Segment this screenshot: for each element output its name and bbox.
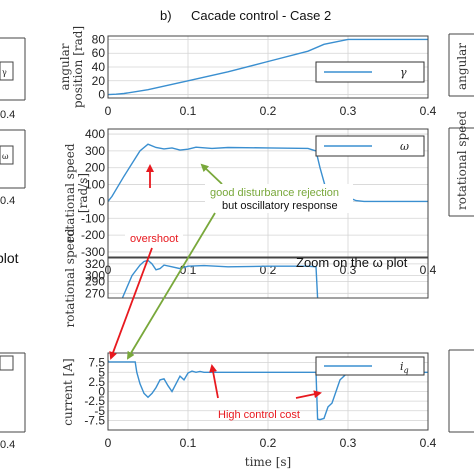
legend-label: ω (400, 140, 409, 153)
current-axes-frame (107, 352, 429, 431)
x-tick-label: 0.4 (420, 104, 437, 118)
left-panel-legend-fragment: γ (2, 68, 7, 77)
overshoot-label-box (125, 230, 183, 245)
disturbance-sublabel: but oscillatory response (222, 200, 338, 212)
angular-legend: γ (315, 61, 425, 83)
omega-y-axis-label: rotational speed[rad/s] (63, 143, 90, 242)
disturbance-label: good disturbance rejection (210, 187, 339, 199)
zoom-title: Zoom on the ω plot (296, 255, 408, 270)
y-tick-label: 0 (98, 385, 105, 399)
x-tick-label: 0.3 (340, 436, 357, 450)
y-tick-label: 0 (98, 194, 105, 208)
angular-series-line (108, 38, 428, 96)
left-panel-fragment-text: plot (0, 250, 19, 266)
y-tick-label: 80 (92, 32, 106, 46)
y-tick-label: 300 (85, 144, 105, 158)
overshoot-label: overshoot (130, 233, 178, 245)
overshoot-long-arrow (109, 247, 153, 360)
current-y-axis-label: current [A] (61, 358, 75, 425)
x-tick-label: 0 (105, 104, 112, 118)
control-cost-arrow-left (209, 364, 219, 399)
y-tick-label: -5 (94, 404, 105, 418)
y-tick-label: 5 (98, 365, 105, 379)
disturbance-long-arrow (126, 212, 216, 360)
y-tick-label: 0 (98, 88, 105, 102)
disturbance-arrow (200, 163, 223, 185)
y-tick-label: 2.5 (88, 375, 105, 389)
x-tick-label: 0.1 (180, 436, 197, 450)
right-panel-fragment (448, 33, 474, 433)
figure-title: Cacade control - Case 2 (191, 8, 331, 23)
y-tick-label: -200 (81, 228, 105, 242)
y-tick-label: 270 (85, 286, 105, 300)
control-cost-label: High control cost (218, 409, 300, 421)
y-tick-label: 20 (92, 74, 106, 88)
y-tick-label: 60 (92, 46, 106, 60)
y-tick-label: -7.5 (84, 413, 105, 427)
zoom-y-axis-label: rotational speed (63, 228, 77, 327)
current-legend: iq (315, 356, 425, 376)
y-tick-label: -2.5 (84, 394, 105, 408)
y-tick-label: -300 (81, 245, 105, 259)
disturbance-label-box (205, 184, 353, 213)
y-tick-label: 300 (85, 269, 105, 283)
omega-legend: ω (315, 135, 425, 157)
figure-label: b) (160, 8, 172, 23)
left-panel-legend-fragment: ω (2, 152, 9, 161)
y-tick-label: 320 (85, 257, 105, 271)
x-tick-label: 0 (105, 436, 112, 450)
left-panel-tick: 0.4 (0, 109, 15, 121)
current-series-line (108, 360, 428, 421)
x-tick-label: 0.2 (260, 436, 277, 450)
control-cost-arrow-right (295, 390, 322, 399)
y-tick-label: 290 (85, 275, 105, 289)
angular-y-axis-label: angularposition [rad] (58, 26, 85, 108)
angular-axes-frame (107, 35, 429, 99)
x-tick-label: 0.1 (180, 104, 197, 118)
left-panel-fragment (0, 37, 26, 433)
y-tick-label: 100 (85, 178, 105, 192)
x-axis-label: time [s] (245, 455, 291, 469)
y-tick-label: 40 (92, 60, 106, 74)
y-tick-label: -100 (81, 211, 105, 225)
annotations: overshoot good disturbance rejection but… (109, 163, 353, 421)
x-tick-label: 0.4 (420, 436, 437, 450)
y-tick-label: 7.5 (88, 356, 105, 370)
y-tick-label: 400 (85, 127, 105, 141)
omega-axes-frame (107, 128, 429, 258)
left-panel-tick: 0.4 (0, 439, 15, 451)
zoom-series-line (121, 259, 319, 298)
x-tick-label: 0.3 (340, 104, 357, 118)
y-tick-label: 200 (85, 161, 105, 175)
x-tick-label: 0.2 (260, 104, 277, 118)
legend-label: γ (400, 66, 407, 79)
right-panel-label-fragment: angular (455, 43, 469, 90)
legend-label: iq (400, 360, 409, 375)
zoom-axes-frame (107, 257, 429, 299)
left-panel-tick: 0.4 (0, 195, 15, 207)
right-panel-label-fragment: rotational speed (455, 111, 469, 210)
